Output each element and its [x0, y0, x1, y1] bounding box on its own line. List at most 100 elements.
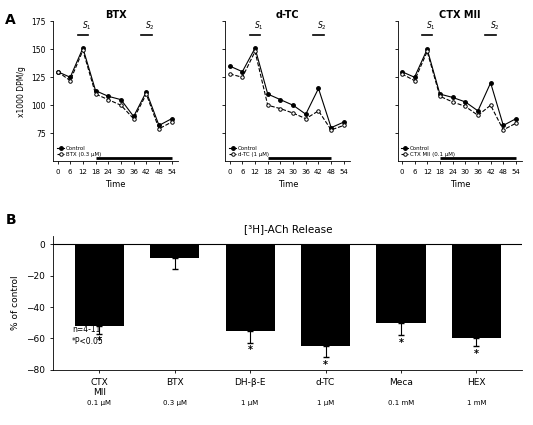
Legend: Control, CTX MII (0.1 μM): Control, CTX MII (0.1 μM) [400, 145, 456, 159]
BTX (0.3 μM) [143, 91, 150, 96]
Control [437, 91, 443, 96]
Text: $S_2$: $S_2$ [490, 20, 499, 32]
Text: 0.1 μM: 0.1 μM [87, 400, 111, 406]
Control [487, 80, 494, 85]
Text: *: * [474, 348, 479, 359]
Control [80, 45, 86, 51]
Control [399, 69, 405, 74]
Text: 1 mM: 1 mM [467, 400, 486, 406]
Control [513, 116, 519, 121]
Text: $S_1$: $S_1$ [82, 20, 92, 32]
Control [462, 99, 469, 105]
Control [227, 63, 233, 68]
Y-axis label: % of control: % of control [11, 276, 20, 330]
Control [239, 69, 246, 74]
CTX MII (0.1 μM) [475, 113, 481, 118]
d-TC (1 μM) [316, 108, 322, 113]
Control [475, 108, 481, 113]
CTX MII (0.1 μM) [424, 49, 430, 54]
Line: CTX MII (0.1 μM): CTX MII (0.1 μM) [400, 50, 518, 132]
Control [290, 103, 296, 108]
Bar [225, 244, 274, 331]
BTX (0.3 μM) [156, 126, 162, 131]
Text: 0.1 mM: 0.1 mM [388, 400, 414, 406]
Text: $S_2$: $S_2$ [318, 20, 327, 32]
Title: [³H]-ACh Release: [³H]-ACh Release [244, 224, 332, 234]
X-axis label: Time: Time [450, 181, 470, 190]
Control [411, 75, 418, 80]
Control [105, 94, 111, 99]
d-TC (1 μM) [303, 116, 309, 121]
Control [143, 89, 150, 94]
CTX MII (0.1 μM) [462, 104, 469, 109]
X-axis label: Time: Time [278, 181, 298, 190]
d-TC (1 μM) [277, 106, 284, 111]
CTX MII (0.1 μM) [411, 78, 418, 83]
d-TC (1 μM) [264, 103, 271, 108]
Control [168, 116, 175, 121]
d-TC (1 μM) [341, 123, 347, 128]
Text: *: * [399, 337, 403, 348]
Control [341, 119, 347, 125]
Control [156, 123, 162, 128]
BTX (0.3 μM) [54, 69, 61, 74]
BTX (0.3 μM) [131, 116, 137, 121]
Line: Control: Control [56, 46, 173, 127]
Text: $S_1$: $S_1$ [254, 20, 264, 32]
Text: 1 μM: 1 μM [241, 400, 259, 406]
CTX MII (0.1 μM) [437, 94, 443, 99]
Y-axis label: x1000 DPM/g: x1000 DPM/g [17, 66, 26, 117]
Title: d-TC: d-TC [276, 11, 300, 20]
CTX MII (0.1 μM) [487, 103, 494, 108]
Control [92, 88, 99, 93]
Control [67, 75, 74, 80]
CTX MII (0.1 μM) [500, 128, 506, 133]
BTX (0.3 μM) [105, 97, 111, 102]
Text: $S_1$: $S_1$ [426, 20, 436, 32]
Text: *: * [323, 360, 328, 370]
Line: d-TC (1 μM): d-TC (1 μM) [228, 50, 345, 132]
Line: Control: Control [228, 46, 345, 129]
Control [264, 91, 271, 96]
Text: A: A [5, 13, 16, 27]
Title: CTX MII: CTX MII [439, 11, 481, 20]
Control [328, 125, 334, 130]
BTX (0.3 μM) [92, 91, 99, 96]
Control [500, 123, 506, 128]
Control [118, 97, 124, 102]
BTX (0.3 μM) [168, 119, 175, 125]
Text: n=4-11
*P<0.05: n=4-11 *P<0.05 [72, 325, 104, 346]
d-TC (1 μM) [328, 128, 334, 133]
Text: *: * [248, 346, 253, 355]
Control [252, 45, 259, 51]
Control [449, 95, 456, 100]
Text: B: B [5, 212, 16, 227]
Legend: Control, BTX (0.3 μM): Control, BTX (0.3 μM) [56, 145, 102, 159]
Control [303, 112, 309, 117]
Control [54, 69, 61, 74]
Legend: Control, d-TC (1 μM): Control, d-TC (1 μM) [228, 145, 270, 159]
Control [424, 47, 430, 52]
CTX MII (0.1 μM) [399, 71, 405, 76]
Text: 1 μM: 1 μM [317, 400, 334, 406]
BTX (0.3 μM) [80, 48, 86, 53]
Line: BTX (0.3 μM): BTX (0.3 μM) [56, 48, 173, 130]
Bar [452, 244, 501, 338]
Line: Control: Control [400, 48, 518, 127]
CTX MII (0.1 μM) [513, 121, 519, 126]
Bar [150, 244, 199, 258]
Bar [301, 244, 350, 346]
Bar [75, 244, 124, 326]
Control [316, 86, 322, 91]
BTX (0.3 μM) [118, 103, 124, 108]
Control [131, 114, 137, 119]
Text: 0.3 μM: 0.3 μM [163, 400, 187, 406]
Bar [376, 244, 425, 323]
d-TC (1 μM) [239, 75, 246, 80]
CTX MII (0.1 μM) [449, 99, 456, 105]
Text: *: * [96, 336, 102, 346]
X-axis label: Time: Time [106, 181, 126, 190]
d-TC (1 μM) [227, 71, 233, 76]
d-TC (1 μM) [290, 110, 296, 116]
BTX (0.3 μM) [67, 78, 74, 83]
